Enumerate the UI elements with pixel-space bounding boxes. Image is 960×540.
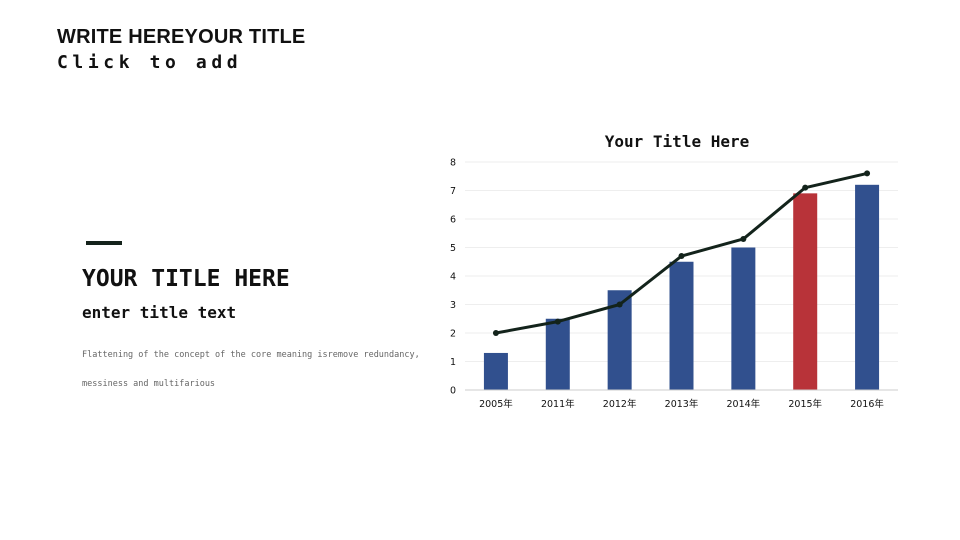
line-series xyxy=(492,170,871,336)
y-tick-label: 7 xyxy=(450,186,456,197)
y-tick-label: 5 xyxy=(450,243,456,254)
x-tick-label: 2011年 xyxy=(541,398,575,410)
line-point xyxy=(492,330,499,336)
y-tick-label: 6 xyxy=(450,215,456,226)
x-tick-label: 2013年 xyxy=(665,398,699,410)
line-point xyxy=(740,235,747,242)
y-tick-label: 4 xyxy=(450,272,456,283)
accent-divider xyxy=(86,241,122,245)
bar xyxy=(545,318,570,390)
bar-series xyxy=(483,184,880,390)
y-tick-label: 2 xyxy=(450,329,456,340)
page-title: WRITE HEREYOUR TITLE xyxy=(57,26,306,48)
bar xyxy=(855,184,880,390)
y-axis-ticks: 0 1 2 3 4 5 6 7 8 xyxy=(450,158,456,397)
section-title: YOUR TITLE HERE xyxy=(82,266,290,292)
bar-highlight xyxy=(793,193,818,390)
line-point xyxy=(864,170,871,177)
x-tick-label: 2016年 xyxy=(850,398,884,410)
y-tick-label: 8 xyxy=(450,158,456,169)
x-tick-label: 2012年 xyxy=(603,398,637,410)
bar xyxy=(483,352,508,390)
y-tick-label: 0 xyxy=(450,386,456,397)
x-tick-label: 2015年 xyxy=(788,398,822,410)
line-point xyxy=(678,253,685,260)
bar xyxy=(731,247,756,390)
y-tick-label: 1 xyxy=(450,357,456,368)
x-tick-label: 2014年 xyxy=(727,398,761,410)
section-subtitle: enter title text xyxy=(82,303,237,322)
line-point xyxy=(554,318,561,325)
line-point xyxy=(616,301,623,308)
x-axis-ticks: 2005年 2011年 2012年 2013年 2014年 2015年 2016年 xyxy=(479,398,884,410)
page-subtitle[interactable]: Click to add xyxy=(57,52,243,73)
section-body-text: Flattening of the concept of the core me… xyxy=(82,350,420,389)
y-tick-label: 3 xyxy=(450,300,456,311)
x-tick-label: 2005年 xyxy=(479,398,513,410)
chart-title: Your Title Here xyxy=(605,132,750,151)
line-point xyxy=(802,184,809,191)
bar xyxy=(669,261,694,390)
